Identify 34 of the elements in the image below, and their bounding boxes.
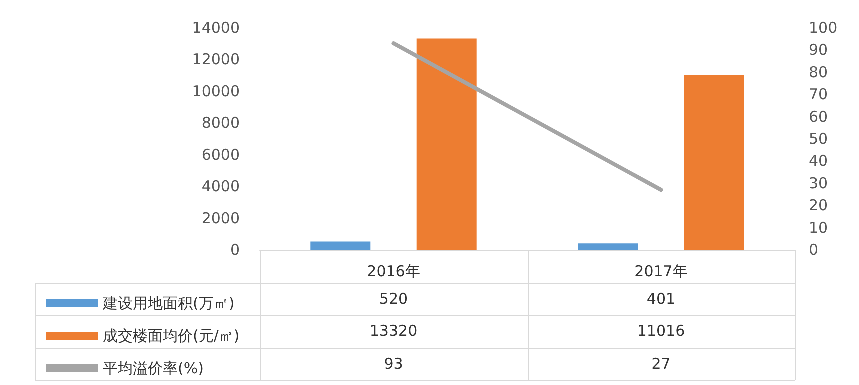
y2-tick-label: 80 [809,63,828,82]
y-tick-label: 12000 [192,50,240,69]
y-tick-label: 6000 [202,146,240,164]
y-tick-label: 4000 [202,178,240,196]
bar [684,75,744,250]
y2-tick-label: 0 [809,241,819,259]
data-label: 27 [650,354,672,374]
y2-tick-label: 60 [809,108,828,126]
data-label: 13320 [368,321,419,342]
y2-tick-label: 10 [809,218,828,237]
x-tick-label: 2016年 [367,262,420,280]
y-tick-label: 8000 [202,114,240,132]
x-tick-label: 2017年 [634,262,688,280]
data-label: 401 [646,288,677,310]
y2-tick-label: 50 [809,130,828,148]
data-label: 520 [378,288,410,310]
y-tick-label: 14000 [192,19,240,37]
y-tick-label: 0 [230,241,240,259]
bar [578,244,638,250]
bar [416,38,477,250]
y2-tick-label: 20 [809,196,828,215]
y2-tick-label: 40 [809,152,828,170]
legend-label: 成交楼面均价(元/㎡) [103,327,240,345]
y2-tick-label: 30 [809,174,828,192]
y-tick-label: 2000 [202,209,240,228]
legend-label: 平均溢价率(%) [103,360,204,378]
y2-tick-label: 90 [809,41,828,60]
bar [310,242,371,250]
y2-tick-label: 100 [809,19,838,37]
data-label: 93 [383,354,404,374]
legend-label: 建设用地面积(万㎡) [102,294,235,312]
data-label: 11016 [636,321,686,342]
y-tick-label: 10000 [192,82,240,100]
y2-tick-label: 70 [809,86,828,104]
